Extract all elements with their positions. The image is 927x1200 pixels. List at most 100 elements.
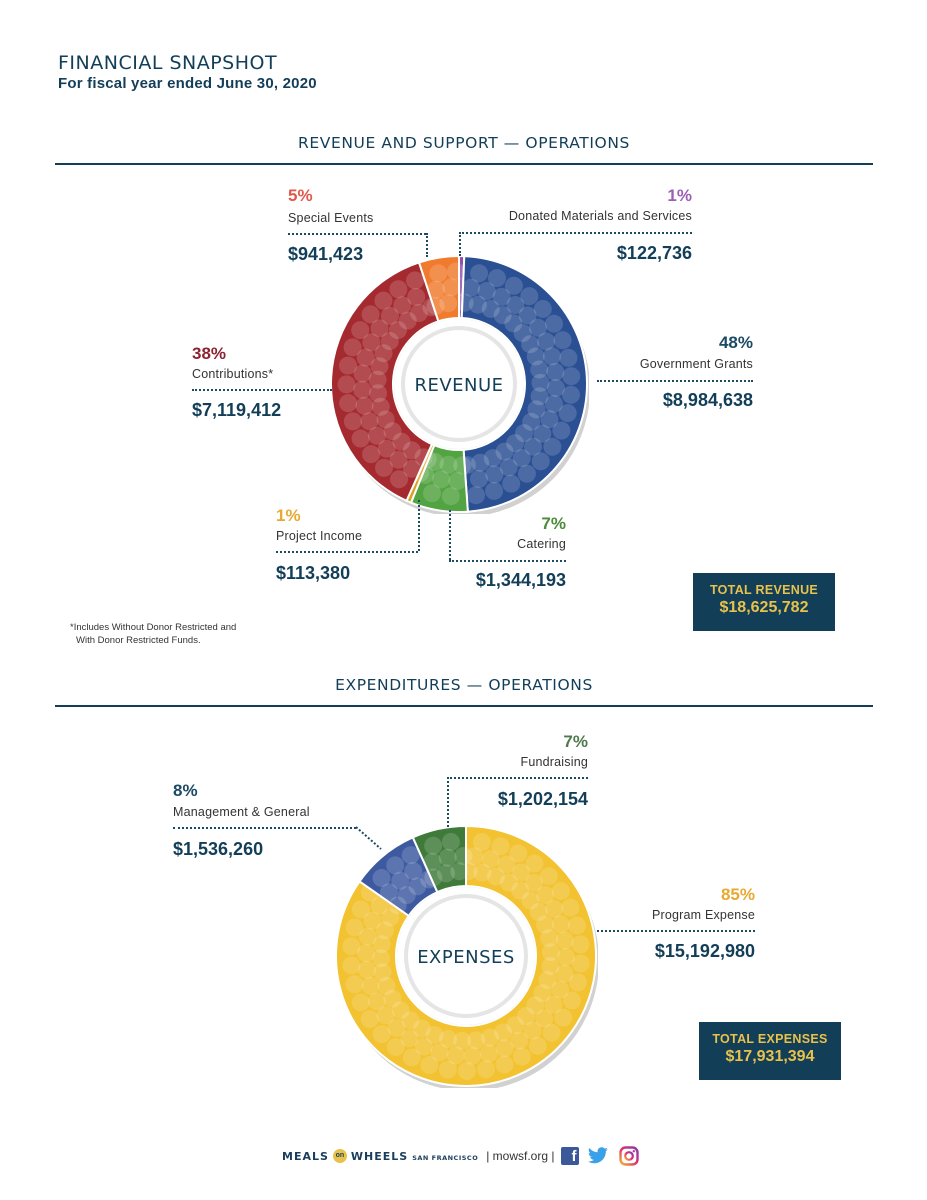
expenses-texture-management-general — [397, 886, 416, 905]
expenses-texture-program-expense — [541, 943, 560, 962]
expenses-texture-program-expense — [361, 976, 380, 995]
revenue-texture-government-grants — [545, 314, 564, 333]
special-events-leader-v — [426, 233, 428, 257]
revenue-texture-contributions — [402, 459, 421, 478]
revenue-texture-government-grants — [531, 452, 550, 471]
expenses-texture-program-expense — [387, 1018, 406, 1037]
expenses-texture-program-expense — [370, 896, 389, 915]
expenses-texture-program-expense — [536, 886, 555, 905]
expenses-texture-program-expense — [481, 850, 500, 869]
revenue-texture-catering — [439, 455, 458, 474]
expenses-center — [397, 887, 535, 1025]
program-leader — [597, 930, 755, 932]
brand-wheels: WHEELS — [350, 1149, 409, 1163]
revenue-texture-contributions — [370, 357, 389, 376]
expenses-texture-program-expense — [357, 944, 376, 963]
expenses-texture-program-expense — [539, 867, 558, 886]
expenses-texture-program-expense — [540, 929, 559, 948]
expenses-texture-program-expense — [476, 1060, 495, 1079]
revenue-texture-government-grants — [462, 278, 481, 297]
expenses-texture-program-expense — [551, 882, 570, 901]
revenue-center-label: REVENUE — [414, 375, 503, 396]
donated-leader-v — [459, 232, 461, 256]
expenses-center-label: EXPENSES — [417, 947, 515, 968]
revenue-texture-government-grants — [467, 486, 486, 505]
expenses-texture-program-expense — [491, 837, 510, 856]
footer-site[interactable]: | mowsf.org | — [486, 1149, 555, 1163]
revenue-texture-contributions — [409, 303, 428, 322]
contributions-pct: 38% — [192, 344, 227, 363]
revenue-texture-contributions — [362, 333, 381, 352]
expenses-texture-fundraising — [454, 847, 473, 866]
expenses-texture-program-expense — [438, 1060, 457, 1079]
revenue-texture-contributions — [377, 439, 396, 458]
expenses-texture-program-expense — [372, 949, 391, 968]
expenses-texture-program-expense — [526, 996, 545, 1015]
revenue-donut-chart: REVENUE — [330, 254, 589, 514]
revenue-texture-contributions — [380, 306, 399, 325]
revenue-texture-contributions — [406, 271, 425, 290]
revenue-texture-government-grants — [531, 373, 550, 392]
expenses-texture-program-expense — [383, 989, 402, 1008]
facebook-icon[interactable]: f — [561, 1147, 580, 1165]
revenue-texture-catering — [432, 470, 451, 489]
government-label: Government Grants — [639, 357, 753, 371]
revenue-rule — [55, 163, 873, 165]
instagram-icon[interactable] — [619, 1146, 640, 1166]
expenses-texture-management-general — [401, 846, 420, 865]
expenses-center-ring — [404, 894, 528, 1018]
revenue-texture-contributions — [351, 429, 370, 448]
twitter-icon[interactable] — [587, 1147, 609, 1165]
expenses-texture-program-expense — [567, 916, 586, 935]
revenue-texture-contributions — [390, 470, 409, 489]
revenue-texture-government-grants — [495, 442, 514, 461]
revenue-texture-government-grants — [540, 410, 559, 429]
revenue-texture-contributions — [376, 410, 395, 429]
revenue-texture-government-grants — [553, 331, 572, 350]
expenses-texture-program-expense — [342, 937, 361, 956]
government-leader — [597, 380, 753, 382]
revenue-texture-government-grants — [487, 269, 506, 288]
expenses-texture-management-general — [404, 862, 423, 881]
special-events-label: Special Events — [288, 211, 374, 225]
total-expenses-box: TOTAL EXPENSES $17,931,394 — [699, 1022, 841, 1080]
revenue-footnote-line1: *Includes Without Donor Restricted and — [70, 622, 237, 633]
project-income-amount: $113,380 — [276, 563, 351, 583]
expenses-texture-program-expense — [414, 1037, 433, 1056]
revenue-texture-special-events — [427, 280, 446, 299]
program-label: Program Expense — [651, 908, 755, 922]
expenses-slice-program-expense — [335, 824, 597, 1087]
revenue-texture-government-grants — [481, 299, 500, 318]
expenses-texture-program-expense — [521, 891, 540, 910]
revenue-texture-government-grants — [455, 293, 474, 312]
fundraising-leader — [447, 777, 588, 779]
revenue-texture-government-grants — [515, 424, 534, 443]
expenses-texture-fundraising — [450, 862, 469, 881]
revenue-texture-government-grants — [546, 378, 565, 397]
expenses-texture-program-expense — [367, 992, 386, 1011]
revenue-texture-contributions — [337, 375, 356, 394]
expenses-texture-program-expense — [381, 908, 400, 927]
expenses-texture-program-expense — [563, 991, 582, 1010]
expenses-rule — [55, 705, 873, 707]
contributions-amount: $7,119,412 — [192, 400, 282, 420]
expenses-texture-program-expense — [345, 918, 364, 937]
brand-city: SAN FRANCISCO — [412, 1153, 479, 1162]
management-pct: 8% — [173, 781, 198, 800]
expenses-texture-program-expense — [480, 1028, 499, 1047]
expenses-texture-program-expense — [463, 1046, 482, 1065]
expenses-texture-program-expense — [375, 921, 394, 940]
expenses-texture-program-expense — [391, 1001, 410, 1020]
revenue-texture-contributions — [402, 441, 421, 460]
expenses-texture-program-expense — [517, 1007, 536, 1026]
total-revenue-label: TOTAL REVENUE — [709, 583, 819, 597]
expenses-texture-program-expense — [425, 1025, 444, 1044]
program-pct: 85% — [720, 885, 755, 904]
revenue-texture-contributions — [368, 370, 387, 389]
revenue-heading: REVENUE AND SUPPORT — OPERATIONS — [298, 134, 630, 152]
revenue-texture-contributions — [374, 344, 393, 363]
revenue-texture-government-grants — [504, 276, 523, 295]
revenue-texture-government-grants — [520, 287, 539, 306]
revenue-texture-catering — [422, 484, 441, 503]
expenses-texture-fundraising — [424, 836, 443, 855]
